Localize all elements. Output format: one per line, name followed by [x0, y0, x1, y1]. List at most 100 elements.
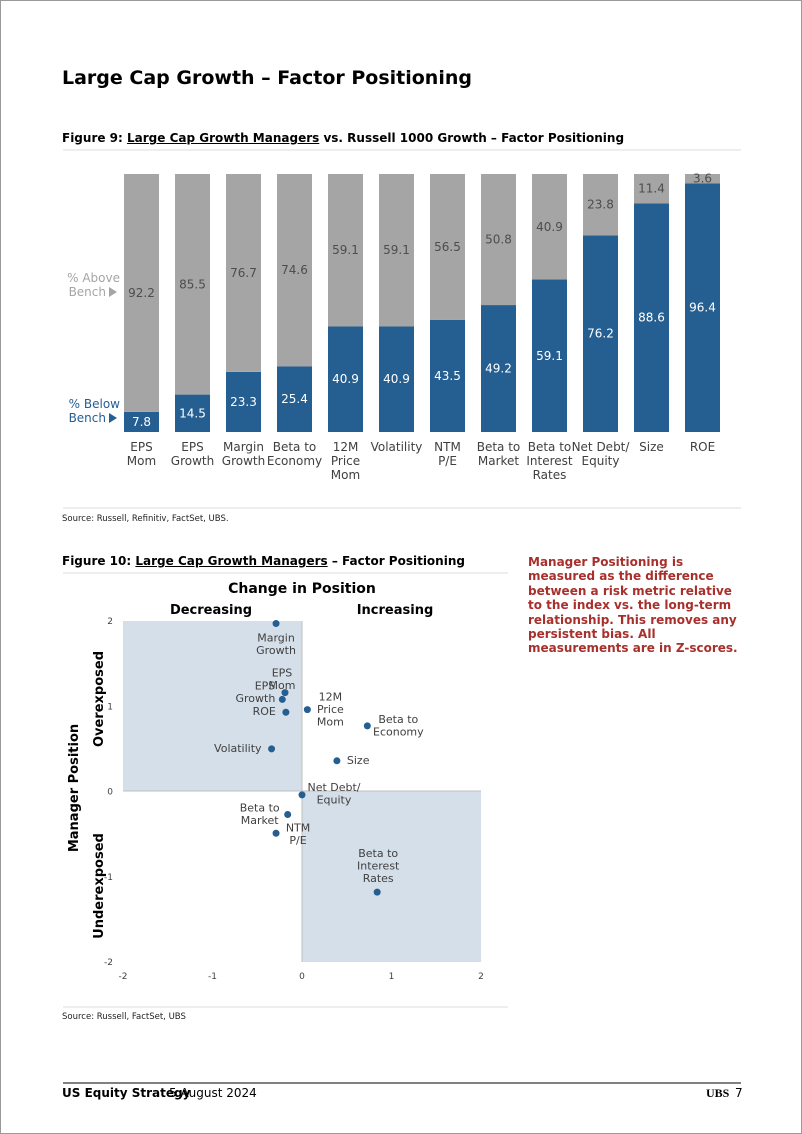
figure-title: Figure 9: Large Cap Growth Managers vs. … [62, 131, 624, 145]
bar-segment [583, 235, 618, 432]
bar-segment [328, 174, 363, 327]
y-axis-title: Manager Position [67, 724, 82, 852]
y-tick-label: -2 [104, 958, 113, 968]
quadrant-shade [123, 621, 302, 791]
figure-suffix: – Factor Positioning [331, 554, 465, 568]
series-label: % Above Bench [67, 271, 120, 299]
point-label: Beta to Interest Rates [357, 847, 400, 885]
bar-segment [430, 174, 465, 320]
bar-segment [277, 366, 312, 432]
x-tick-label: EPS Mom [127, 440, 156, 468]
data-label: 25.4 [281, 392, 308, 406]
y-tick-label: 2 [107, 617, 113, 627]
point-label: Size [347, 754, 370, 767]
bar-segment [685, 174, 720, 184]
x-tick-label: 1 [389, 972, 395, 982]
bar-segment [379, 326, 414, 432]
data-label: 59.1 [332, 243, 359, 257]
bar-segment [175, 394, 210, 432]
x-tick-label: Beta to Economy [267, 440, 322, 468]
data-label: 92.2 [128, 285, 155, 299]
point-label: EPS Mom [269, 667, 296, 693]
y-tick-label: -1 [104, 872, 113, 882]
point [303, 706, 311, 714]
bar-segment [226, 371, 261, 432]
page-title: Large Cap Growth – Factor Positioning [62, 67, 472, 89]
point-label: NTM P/E [286, 821, 310, 847]
figure-label: Figure 9: [62, 131, 123, 145]
data-label: 40.9 [536, 219, 563, 233]
point-label: ROE [253, 705, 276, 718]
x-tick-label: -1 [208, 972, 217, 982]
y-tick-label: 1 [107, 702, 113, 712]
point [298, 791, 306, 799]
bar-segment [379, 174, 414, 327]
x-tick-label: Volatility [371, 440, 423, 454]
bar-segment [124, 411, 159, 432]
bar-segment [328, 326, 363, 432]
data-label: 76.7 [230, 265, 257, 279]
data-label: 59.1 [536, 348, 563, 362]
point [268, 745, 276, 753]
point [281, 689, 289, 697]
data-label: 96.4 [689, 300, 716, 314]
bar-segment [634, 174, 669, 204]
x-region-label: Decreasing [170, 603, 252, 618]
data-label: 74.6 [281, 263, 308, 277]
point-label: Beta to Economy [373, 713, 424, 739]
bar-segment [532, 279, 567, 432]
point [373, 888, 381, 896]
x-tick-label: NTM P/E [434, 440, 461, 468]
y-region-label: Underexposed [92, 833, 107, 939]
point-label: Volatility [214, 742, 262, 755]
data-label: 49.2 [485, 361, 512, 375]
x-tick-label: Net Debt/Equity [572, 440, 631, 468]
series-label: % Below Bench [69, 397, 121, 425]
point-label: Beta to Market [240, 802, 280, 828]
bar-segment [124, 174, 159, 412]
bar-segment [226, 174, 261, 372]
y-region-label: Overexposed [92, 651, 107, 747]
x-tick-label: Beta to Market [477, 440, 521, 468]
point-label: EPS Growth [235, 679, 275, 705]
data-label: 88.6 [638, 310, 665, 324]
data-label: 40.9 [332, 372, 359, 386]
point [282, 708, 290, 716]
bar-segment [532, 174, 567, 280]
report-name: US Equity Strategy [62, 1086, 191, 1100]
brand: UBS [706, 1086, 730, 1100]
data-label: 59.1 [383, 243, 410, 257]
bar-segment [583, 174, 618, 236]
series-marker [109, 287, 117, 297]
bar-segment [634, 203, 669, 432]
bar-segment [685, 183, 720, 432]
point [284, 811, 292, 819]
chart-title: Change in Position [228, 581, 376, 597]
x-tick-label: Margin Growth [222, 440, 265, 468]
data-label: 7.8 [132, 414, 151, 428]
bar-segment [175, 174, 210, 395]
page-number: 7 [735, 1086, 743, 1100]
data-label: 23.8 [587, 197, 614, 211]
data-label: 23.3 [230, 394, 257, 408]
data-label: 85.5 [179, 277, 206, 291]
bar-segment [277, 174, 312, 367]
point-label: 12M Price Mom [317, 691, 344, 729]
figure-name: Large Cap Growth Managers [135, 554, 328, 568]
point-label: Margin Growth [256, 632, 296, 658]
figure-label: Figure 10: [62, 554, 132, 568]
x-tick-label: 12M Price Mom [331, 440, 360, 482]
data-label: 40.9 [383, 372, 410, 386]
x-tick-label: Size [639, 440, 664, 454]
data-label: 76.2 [587, 326, 614, 340]
point [363, 722, 371, 730]
figure-suffix: vs. Russell 1000 Growth – Factor Positio… [323, 131, 625, 145]
x-tick-label: EPS Growth [171, 440, 214, 468]
point [278, 695, 286, 703]
bar-segment [481, 174, 516, 306]
x-tick-label: 2 [478, 972, 484, 982]
bar-segment [481, 305, 516, 432]
point [272, 829, 280, 837]
